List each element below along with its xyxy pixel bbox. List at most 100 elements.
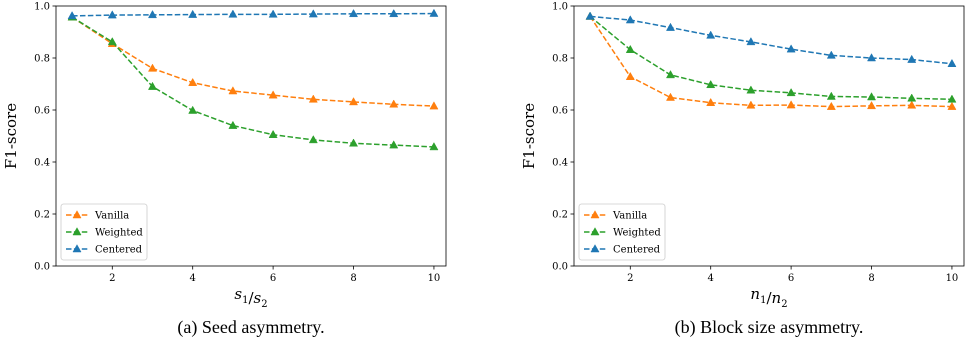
series-line [589,15,952,108]
data-point [308,135,318,144]
y-tick-label: 1.0 [552,2,568,13]
data-point [625,44,635,53]
data-point [147,81,158,90]
data-point [786,44,796,53]
data-point [907,93,917,102]
y-tick-label: 0.0 [34,262,50,273]
x-tick-label: 10 [428,273,441,284]
y-tick-label: 0.2 [552,210,568,221]
plot-frame [55,5,447,267]
data-point [947,101,957,110]
series-vanilla [585,11,957,110]
data-point [625,15,635,24]
data-point [665,70,676,79]
data-point [907,100,917,109]
data-point [947,94,957,103]
y-tick-label: 0.6 [552,106,568,117]
chart-panel-2: 0.0 0.2 0.4 0.6 0.8 1.0 2 4 6 8 10 Vanilla Weighted C… [520,2,965,338]
data-point [826,101,836,110]
x-tick-label: 8 [350,273,356,284]
x-tick-label: 6 [788,273,794,284]
data-point [389,8,399,18]
data-point [746,37,756,46]
plot-frame [573,5,965,267]
legend-marker [590,210,600,219]
data-point [867,101,877,110]
y-tick-label: 0.2 [34,210,50,221]
data-point [349,8,359,18]
data-point [746,85,756,94]
y-tick-label: 0.4 [552,158,568,169]
data-point [228,9,238,18]
series-line [590,15,953,65]
x-tick-label: 2 [109,273,115,284]
legend: Vanilla Weighted Centered [578,203,666,261]
data-point [268,90,278,99]
data-point [268,9,278,18]
data-point [706,97,716,106]
y-tick-label: 0.8 [552,54,568,65]
legend-marker [590,227,600,236]
y-tick-label: 1.0 [34,2,50,13]
data-point [349,138,359,147]
legend-label: Vanilla [94,211,129,222]
chart-panel-1: 0.0 0.2 0.4 0.6 0.8 1.0 2 4 6 8 10 Vanilla Weighted C… [2,2,447,338]
subfigure-caption: (a) Seed asymmetry. [177,317,324,338]
data-point [67,11,77,20]
data-point [746,100,756,109]
x-tick-label: 2 [627,273,633,284]
series-centered [585,11,957,67]
series-centered [67,8,439,20]
data-point [429,101,439,110]
legend: Vanilla Weighted Centered [60,203,148,261]
legend-marker [590,244,600,253]
data-point [625,71,635,80]
x-tick-label: 8 [868,273,874,284]
x-axis-label: n1/n2 [750,285,787,310]
data-point [867,92,877,101]
data-point [665,22,676,31]
data-point [308,94,318,103]
data-point [826,91,836,100]
data-point [228,86,238,95]
data-point [188,9,198,18]
data-point [188,77,198,86]
x-axis-label: s1/s2 [234,285,267,310]
data-point [826,50,836,59]
y-tick-label: 0.6 [34,106,50,117]
data-point [228,120,238,129]
y-axis-label: F1-score [520,103,538,169]
data-point [349,97,359,106]
y-tick-label: 0.4 [34,158,50,169]
data-point [706,79,716,89]
series-line [71,16,434,148]
legend-label: Vanilla [612,211,647,222]
data-point [786,88,796,97]
y-tick-label: 0.8 [34,54,50,65]
data-point [107,37,117,46]
data-point [665,92,676,101]
legend-label: Weighted [613,228,661,239]
data-point [188,105,198,114]
legend-marker [72,227,82,236]
legend-label: Centered [95,245,143,256]
y-axis-label: F1-score [2,103,20,169]
legend-label: Weighted [95,228,143,239]
data-point [107,10,117,19]
data-point [867,53,877,62]
series-line [71,16,434,107]
x-tick-label: 4 [190,273,196,284]
data-point [389,140,399,149]
legend-box [60,203,148,261]
legend-label: Centered [613,245,661,256]
y-tick-label: 0.0 [552,262,568,273]
data-point [947,58,957,67]
subfigure-caption: (b) Block size asymmetry. [675,317,864,338]
data-point [585,11,595,20]
legend-marker [72,210,82,219]
x-tick-label: 6 [270,273,276,284]
series-line [72,12,434,17]
data-point [147,10,158,19]
data-point [308,9,318,18]
